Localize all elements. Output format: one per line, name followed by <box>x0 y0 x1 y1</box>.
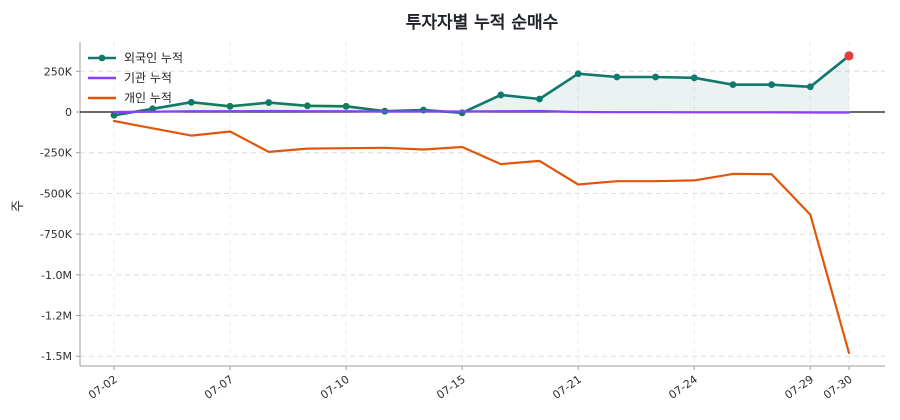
series-point <box>342 102 350 110</box>
grid-layer <box>80 42 885 366</box>
y-tick-label: -1.5M <box>41 350 72 363</box>
series-area-0 <box>114 55 849 116</box>
series-line-1 <box>112 109 851 114</box>
legend-marker-0 <box>98 54 106 62</box>
series-point <box>187 98 195 106</box>
y-tick-label: -500K <box>40 187 73 200</box>
x-tick-label: 07-29 <box>782 373 816 402</box>
series-point <box>149 105 157 113</box>
x-tick-label: 07-30 <box>821 373 855 402</box>
x-tick-label: 07-07 <box>202 373 236 402</box>
y-tick-label: 250K <box>44 65 73 78</box>
series-point <box>574 70 582 78</box>
y-tick-label: -1.2M <box>41 310 72 323</box>
y-axis-label: 주 <box>11 200 26 212</box>
series-point <box>729 81 737 89</box>
legend-label-1: 기관 누적 <box>124 71 172 85</box>
series-point <box>690 74 698 82</box>
y-tick-labels: 250K 0 -250K -500K -750K -1.0M -1.2M -1.5M <box>40 65 73 363</box>
series-point <box>265 99 273 106</box>
series-line-2 <box>112 119 851 355</box>
series-point <box>304 102 311 110</box>
series-point-highlight <box>844 51 854 61</box>
area-layer <box>114 55 849 116</box>
y-tick-label: -1.0M <box>41 269 72 282</box>
series-point <box>226 102 234 110</box>
series-line-0 <box>112 54 851 117</box>
series-point <box>110 111 118 119</box>
series-point <box>652 73 659 81</box>
x-tick-label: 07-10 <box>318 373 352 402</box>
series-point <box>806 83 814 91</box>
series-point <box>536 95 543 103</box>
chart-title: 투자자별 누적 순매수 <box>406 13 559 33</box>
y-tick-label: -750K <box>40 228 73 241</box>
x-tick-label: 07-24 <box>666 373 700 402</box>
series-point <box>768 81 776 89</box>
x-tick-labels: 07-02 07-07 07-10 07-15 07-21 07-24 07-29 07-30 <box>86 373 855 402</box>
y-tick-label: -250K <box>40 147 73 160</box>
x-tick-label: 07-15 <box>434 373 468 402</box>
y-tick-label: 0 <box>65 106 72 119</box>
series-point <box>613 73 621 81</box>
x-tick-label: 07-21 <box>550 373 584 402</box>
series-point <box>497 91 505 99</box>
series-layer <box>110 51 854 355</box>
legend-label-0: 외국인 누적 <box>124 51 183 65</box>
legend-label-2: 개인 누적 <box>124 91 172 105</box>
x-tick-label: 07-02 <box>86 373 120 402</box>
